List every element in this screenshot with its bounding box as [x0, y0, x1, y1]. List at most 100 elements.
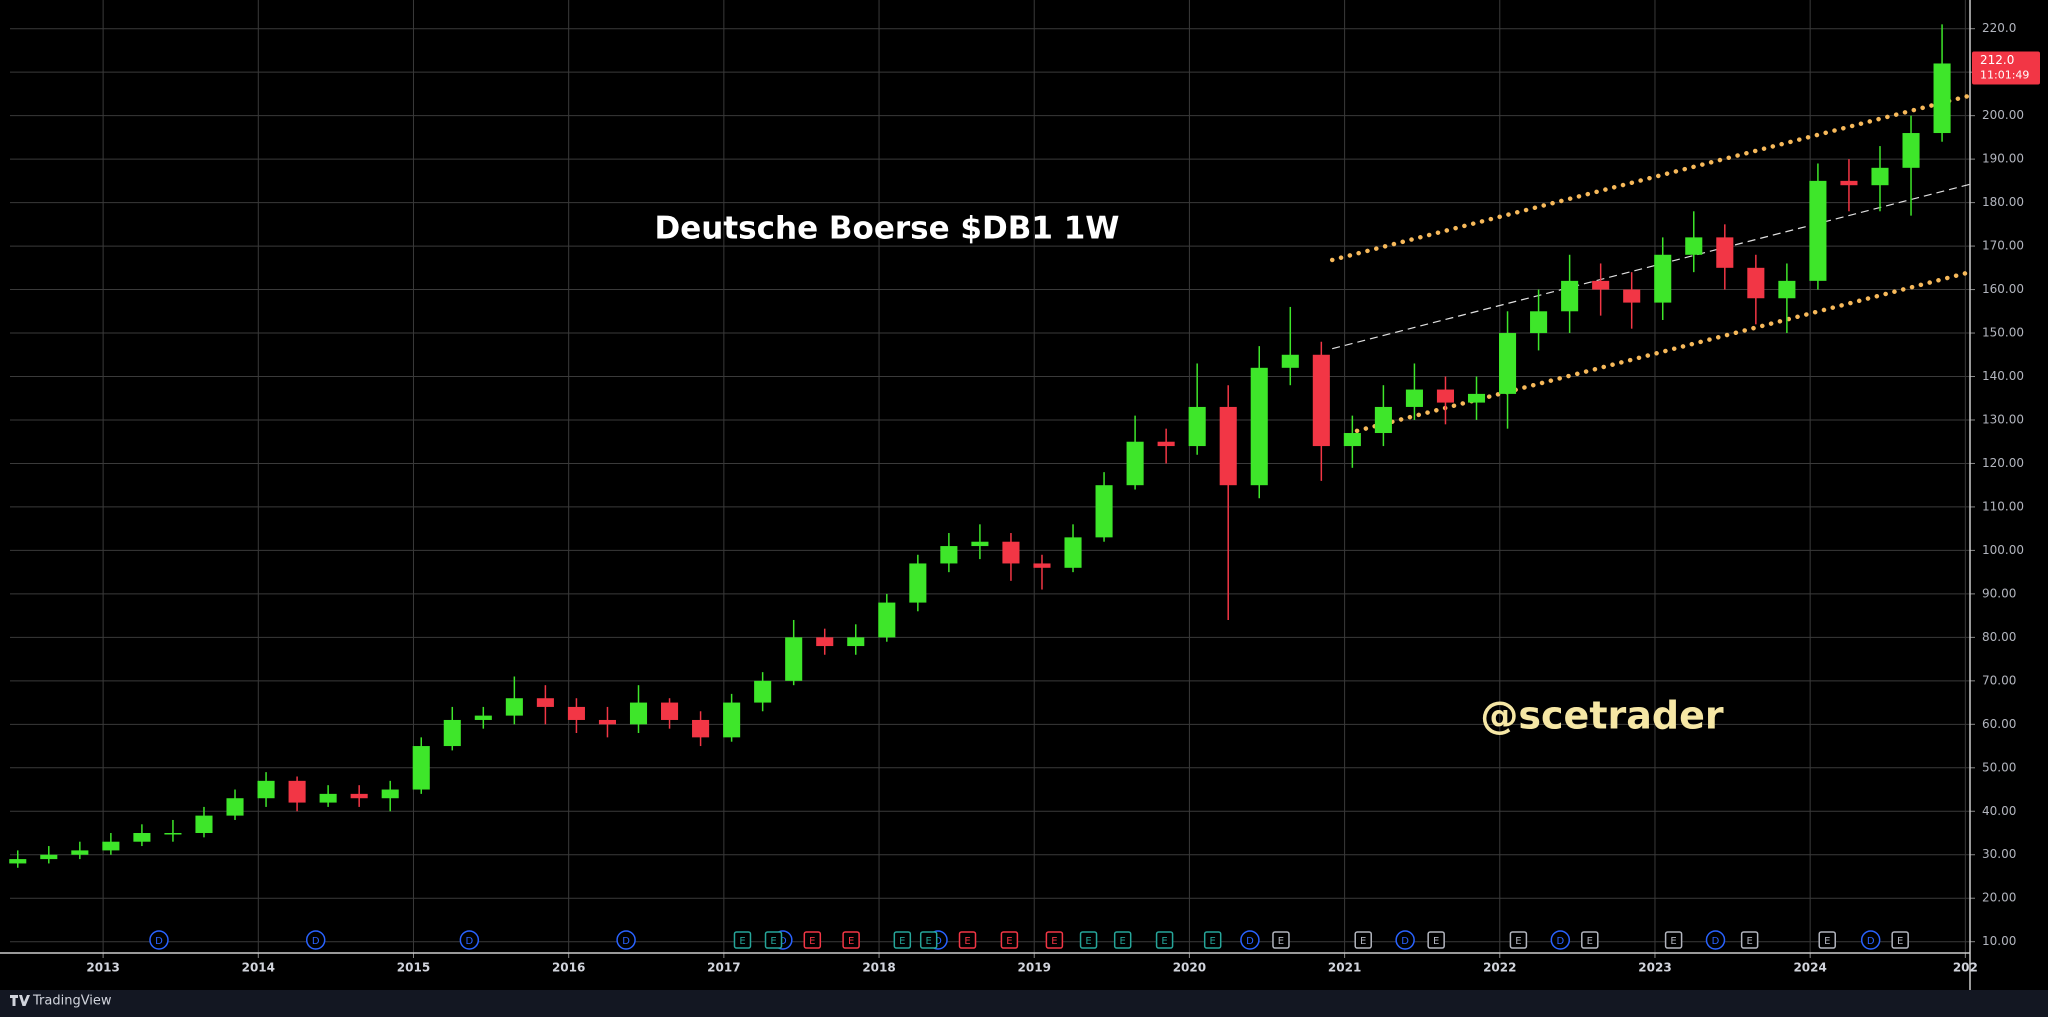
y-tick-label: 70.00	[1982, 673, 2016, 687]
event-label: E	[1824, 936, 1830, 947]
y-tick-label: 40.00	[1982, 804, 2016, 818]
candle-body	[474, 715, 492, 720]
candle-body	[505, 698, 523, 716]
event-marker	[1860, 930, 1881, 950]
event-label: E	[1278, 936, 1284, 947]
y-tick-label: 180.00	[1982, 195, 2024, 209]
x-tick-label: 2016	[552, 961, 585, 975]
event-label: E	[1120, 936, 1126, 947]
y-tick-label: 200.00	[1982, 108, 2024, 122]
candle-body	[40, 854, 58, 860]
event-label: E	[1587, 936, 1593, 947]
brand-logo	[10, 995, 30, 1006]
y-tick-label: 190.00	[1982, 152, 2024, 166]
event-label: E	[1210, 936, 1216, 947]
event-label: D	[1712, 936, 1720, 947]
candle-body	[536, 698, 554, 707]
event-marker	[1740, 931, 1759, 949]
candle-body	[1343, 433, 1361, 447]
candle-body	[1778, 280, 1796, 299]
event-marker	[1079, 931, 1098, 949]
price-tag	[1972, 51, 2040, 85]
candle-body	[1467, 393, 1486, 403]
candle-body	[816, 637, 834, 647]
event-marker	[842, 931, 860, 949]
event-marker	[919, 931, 938, 949]
event-marker	[1891, 931, 1909, 949]
x-tick-label: 2024	[1793, 961, 1826, 975]
event-label: D	[622, 936, 630, 947]
axes: 10.00 20.00 30.00 40.00 50.00 60.00 70.00 80.00…	[0, 0, 2040, 990]
x-tick-label: 2019	[1018, 961, 1051, 975]
event-marker	[616, 930, 636, 950]
event-label: E	[739, 936, 745, 947]
event-marker	[1272, 931, 1290, 949]
candle-body	[629, 702, 648, 725]
event-marker	[305, 930, 326, 950]
y-tick-label: 140.00	[1982, 369, 2024, 383]
candle-body	[164, 833, 182, 835]
x-tick-label: 2014	[242, 961, 275, 975]
candle-body	[257, 780, 275, 799]
event-label: D	[1401, 936, 1409, 947]
candle-body	[1250, 367, 1268, 486]
candle-body	[971, 541, 989, 547]
candle-body	[692, 719, 710, 738]
y-tick-label: 220.0	[1982, 21, 2016, 35]
event-marker	[459, 930, 480, 950]
event-marker	[1354, 931, 1372, 949]
event-marker	[1203, 931, 1222, 949]
candle-body	[1033, 563, 1051, 568]
event-label: E	[1051, 936, 1057, 947]
y-tick-label: 120.00	[1982, 456, 2024, 470]
x-tick-label: 2015	[397, 961, 430, 975]
candle-body	[102, 841, 120, 851]
trendline	[1354, 269, 1974, 434]
grid	[10, 0, 1970, 953]
y-tick-label: 110.00	[1982, 499, 2024, 513]
y-tick-label: 100.00	[1982, 543, 2024, 557]
y-tick-label: 150.00	[1982, 326, 2024, 340]
x-tick-label: 2013	[86, 961, 119, 975]
countdown: 11:01:49	[1980, 68, 2029, 81]
event-label: E	[809, 936, 815, 947]
x-tick-label: 2020	[1173, 961, 1206, 975]
candle-body	[661, 702, 679, 720]
candle-body	[878, 602, 896, 638]
trendline	[1332, 183, 1972, 350]
candles	[9, 24, 1951, 868]
candle-body	[1374, 406, 1392, 434]
candle-body	[133, 833, 151, 842]
event-marker	[733, 931, 752, 949]
event-marker	[1705, 930, 1726, 950]
candle-body	[1312, 354, 1330, 447]
candle-body	[1654, 254, 1672, 303]
candle-body	[1405, 389, 1423, 407]
x-tick-label: 2022	[1483, 961, 1516, 975]
event-marker	[1000, 931, 1019, 949]
candle-body	[1002, 541, 1020, 564]
candle-body	[288, 780, 306, 803]
event-label: D	[465, 936, 473, 947]
candle-body	[1933, 63, 1951, 134]
candle-body	[1126, 441, 1144, 486]
trendline	[1329, 92, 1974, 263]
event-marker	[764, 931, 783, 949]
event-label: E	[964, 936, 970, 947]
candle-body	[412, 746, 430, 790]
x-tick-label: 2023	[1638, 961, 1671, 975]
event-marker	[149, 930, 169, 950]
candle-body	[381, 789, 399, 799]
y-tick-label: 170.00	[1982, 239, 2024, 253]
x-tick-label: 202	[1953, 961, 1978, 975]
candle-body	[940, 546, 958, 564]
candle-body	[195, 815, 213, 834]
candle-body	[723, 702, 741, 738]
event-label: D	[779, 936, 787, 947]
event-marker	[893, 931, 912, 949]
event-label: E	[1515, 936, 1521, 947]
y-tick-label: 30.00	[1982, 847, 2016, 861]
candle-body	[1188, 406, 1206, 447]
event-marker	[1113, 931, 1132, 949]
